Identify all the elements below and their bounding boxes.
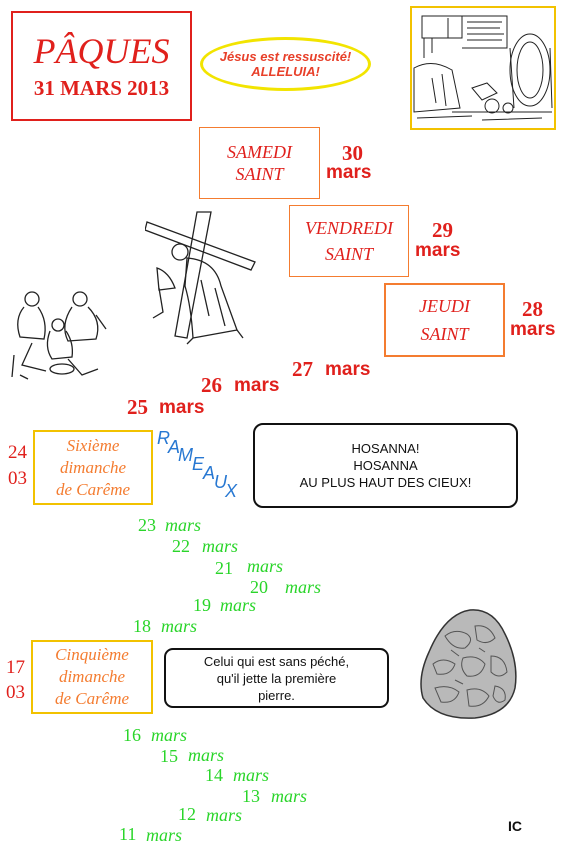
pierre-line3: pierre. (258, 687, 295, 703)
jeudi-saint-box: JEUDI SAINT (384, 283, 505, 357)
samedi-line1: SAMEDI (227, 142, 292, 162)
date-23-month: mars (165, 515, 202, 535)
vendredi-date-month: mars (415, 240, 461, 261)
empty-tomb-illustration (410, 6, 556, 130)
date-25-num: 25 (127, 395, 148, 419)
foot-washing-illustration (10, 285, 110, 381)
oval-line1: Jésus est ressuscité! (219, 49, 352, 64)
hosanna-box: HOSANNA! HOSANNA AU PLUS HAUT DES CIEUX! (253, 423, 518, 508)
date-12-month: mars (206, 805, 243, 825)
samedi-date-num: 30 (342, 141, 363, 165)
date-18-num: 18 (133, 616, 151, 636)
date-19-num: 19 (193, 595, 211, 615)
cross-bearing-illustration (144, 210, 260, 345)
cinquieme-line1: Cinquième (55, 645, 129, 664)
cinquieme-dimanche-box: Cinquième dimanche de Carême (31, 640, 153, 714)
hosanna-line1: HOSANNA! (351, 441, 420, 456)
sixieme-line1: Sixième (66, 435, 120, 455)
date-27-num: 27 (292, 357, 313, 381)
title-box: PÂQUES 31 MARS 2013 (11, 11, 192, 121)
resurrection-oval: Jésus est ressuscité! ALLELUIA! (200, 37, 371, 91)
vendredi-line2: SAINT (324, 244, 373, 264)
vendredi-date-num: 29 (432, 218, 453, 242)
sixieme-line3: de Carême (55, 479, 131, 499)
samedi-saint-box: SAMEDI SAINT (199, 127, 320, 199)
rameaux-letter-r: R (157, 428, 170, 448)
samedi-line2: SAINT (235, 164, 284, 184)
rameaux-letter-u: U (214, 472, 227, 492)
signature: IC (508, 818, 522, 834)
jeudi-line1: JEUDI (419, 296, 470, 316)
date-26-num: 26 (201, 373, 222, 397)
date-12-num: 12 (178, 804, 196, 824)
cinquieme-date-month: 03 (6, 682, 25, 703)
cinquieme-line2: dimanche (58, 667, 126, 686)
stone-illustration (415, 606, 525, 721)
date-21-month: mars (247, 556, 284, 576)
cinquieme-line3: de Carême (54, 689, 130, 708)
rameaux-letter-a2: A (203, 463, 216, 483)
date-26-month: mars (234, 375, 280, 396)
date-14-month: mars (233, 765, 270, 785)
rameaux-letter-x: X (225, 481, 238, 501)
sixieme-dimanche-box: Sixième dimanche de Carême (33, 430, 153, 505)
sixieme-date-month: 03 (8, 468, 27, 489)
date-20-month: mars (285, 577, 322, 597)
date-18-month: mars (161, 616, 198, 636)
jeudi-date-month: mars (510, 319, 556, 340)
date-22-num: 22 (172, 536, 190, 556)
hosanna-line2: HOSANNA (353, 458, 418, 473)
date-16-month: mars (151, 725, 188, 745)
rameaux-letter-m: M (178, 445, 193, 465)
stone-drawing (420, 609, 517, 719)
date-15-num: 15 (160, 746, 178, 766)
jeudi-line2: SAINT (420, 324, 469, 344)
rameaux-letter-e: E (192, 454, 205, 474)
hosanna-line3: AU PLUS HAUT DES CIEUX! (299, 475, 472, 490)
date-14-num: 14 (205, 765, 223, 785)
cinquieme-date-day: 17 (6, 657, 25, 678)
date-13-num: 13 (242, 786, 260, 806)
date-22-month: mars (202, 536, 239, 556)
pierre-line1: Celui qui est sans péché, (203, 653, 350, 669)
title-date: 31 MARS 2013 (33, 76, 170, 100)
date-21-num: 21 (215, 558, 233, 578)
date-11-month: mars (146, 825, 183, 845)
foot-washing-drawing (11, 291, 107, 380)
date-13-month: mars (271, 786, 308, 806)
tomb-drawing (413, 15, 553, 121)
date-20-num: 20 (250, 577, 268, 597)
date-11-num: 11 (119, 824, 137, 844)
vendredi-saint-box: VENDREDI SAINT (289, 205, 409, 277)
jeudi-date-num: 28 (522, 297, 543, 321)
pierre-line2: qu'il jette la première (216, 670, 337, 686)
date-16-num: 16 (123, 725, 141, 745)
sixieme-date-day: 24 (8, 442, 27, 463)
title-word: PÂQUES (33, 31, 170, 71)
date-25-month: mars (159, 397, 205, 418)
oval-line2: ALLELUIA! (251, 64, 320, 79)
date-19-month: mars (220, 595, 257, 615)
date-15-month: mars (188, 745, 225, 765)
date-23-num: 23 (138, 515, 156, 535)
rameaux-letter-a1: A (168, 437, 181, 457)
samedi-date-month: mars (326, 162, 372, 183)
vendredi-line1: VENDREDI (305, 218, 393, 238)
cross-drawing (144, 211, 256, 345)
pierre-quote-box: Celui qui est sans péché, qu'il jette la… (164, 648, 389, 708)
date-27-month: mars (325, 359, 371, 380)
sixieme-line2: dimanche (59, 457, 127, 477)
